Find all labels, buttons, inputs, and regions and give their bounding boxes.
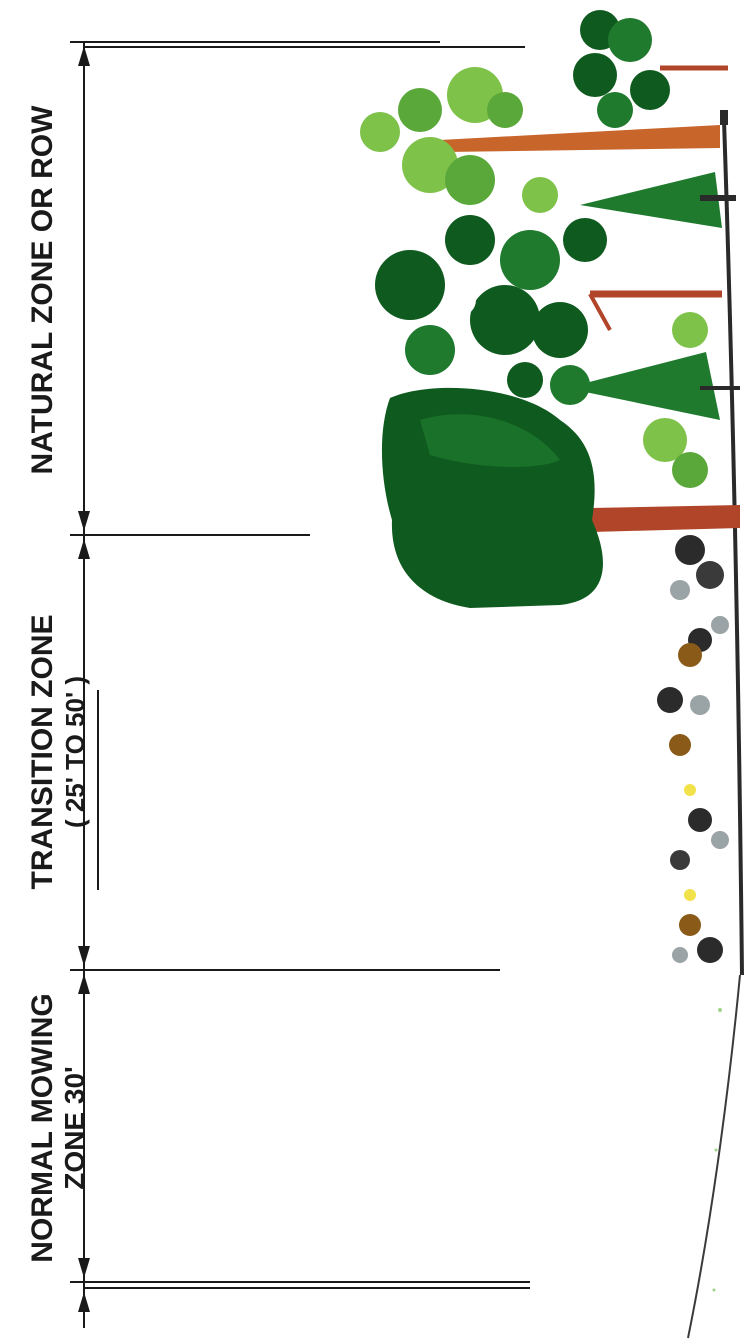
tree-leaf-cluster <box>405 325 455 375</box>
transition-zone-plants <box>657 535 729 963</box>
tree-leaf-cluster <box>445 155 495 205</box>
shrub-grey <box>672 947 688 963</box>
flower-yellow <box>684 784 696 796</box>
tree-leaf-cluster <box>573 53 617 97</box>
grass-speck <box>714 1148 718 1152</box>
tree-trunk <box>590 505 740 532</box>
mowing-zone-width-label: ZONE 30' <box>59 1066 90 1189</box>
tree-leaf-cluster <box>375 250 445 320</box>
conifer-tree-upper <box>580 172 736 228</box>
flower-brown <box>678 643 702 667</box>
tree-dark-cluster <box>375 215 722 405</box>
tree-leaf-cluster <box>444 284 476 316</box>
flower-brown <box>679 914 701 936</box>
conifer-canopy <box>580 172 722 228</box>
tree-leaf-cluster <box>608 18 652 62</box>
ground-line <box>687 110 744 1339</box>
ground-line-lower <box>687 974 741 1339</box>
tree-leaf-cluster <box>630 70 670 110</box>
dimension-lines <box>70 41 530 1328</box>
flower-yellow <box>684 889 696 901</box>
arrow-top <box>78 46 90 66</box>
shrub-dark <box>688 808 712 832</box>
tree-leaf-cluster <box>445 215 495 265</box>
tree-leaf-cluster <box>487 92 523 128</box>
transition-zone-label: TRANSITION ZONE <box>26 615 59 890</box>
arrow-transition-top <box>78 539 90 559</box>
tree-branch <box>588 293 612 331</box>
natural-zone-label: NATURAL ZONE OR ROW <box>26 105 59 475</box>
conifer-tree-lower <box>566 352 740 420</box>
shrub-grey <box>690 695 710 715</box>
tree-canopy-highlight <box>420 414 560 467</box>
grass-speck <box>712 1288 716 1292</box>
arrow-mowing-bottom <box>78 1258 90 1278</box>
tree-leaf-cluster <box>550 365 590 405</box>
tree-leaf-cluster <box>500 230 560 290</box>
arrow-mowing-top <box>78 974 90 994</box>
grass-speck <box>718 1008 722 1012</box>
conifer-canopy <box>566 352 720 420</box>
tree-small-dark <box>573 10 728 128</box>
tree-leaf-cluster <box>360 112 400 152</box>
tree-leaf-cluster <box>532 302 588 358</box>
shrub-dark <box>697 937 723 963</box>
shrub-cluster <box>672 312 708 348</box>
grass-specks <box>712 1008 722 1292</box>
shrub-cluster <box>643 418 687 462</box>
tree-leaf-cluster <box>563 218 607 262</box>
transition-zone-range-label: ( 25' TO 50' ) <box>60 676 90 828</box>
tree-leaf-cluster <box>398 88 442 132</box>
tree-leaf-cluster <box>402 137 458 193</box>
tree-light-green <box>360 67 720 213</box>
shrub-light-green <box>643 312 708 488</box>
tree-leaf-cluster <box>507 362 543 398</box>
dimension-arrows <box>78 46 90 1312</box>
arrow-transition-bottom <box>78 946 90 966</box>
arrow-natural-bottom <box>78 511 90 531</box>
mowing-zone-label: NORMAL MOWING <box>26 993 59 1262</box>
tree-large-dense <box>381 387 740 608</box>
ground-line-upper <box>722 119 744 976</box>
shrub-dark <box>696 561 724 589</box>
arrow-bottom <box>78 1292 90 1312</box>
tree-trunk <box>440 125 720 152</box>
flower-brown <box>669 734 691 756</box>
shrub-dark <box>675 535 705 565</box>
shrub-grey <box>670 580 690 600</box>
shrub-grey <box>711 831 729 849</box>
tree-leaf-cluster <box>522 177 558 213</box>
shrub-cluster <box>672 452 708 488</box>
shrub-dark <box>657 687 683 713</box>
shrub-dark <box>670 850 690 870</box>
tree-leaf-cluster <box>597 92 633 128</box>
tree-leaf-cluster <box>470 285 540 355</box>
shrub-grey <box>711 616 729 634</box>
